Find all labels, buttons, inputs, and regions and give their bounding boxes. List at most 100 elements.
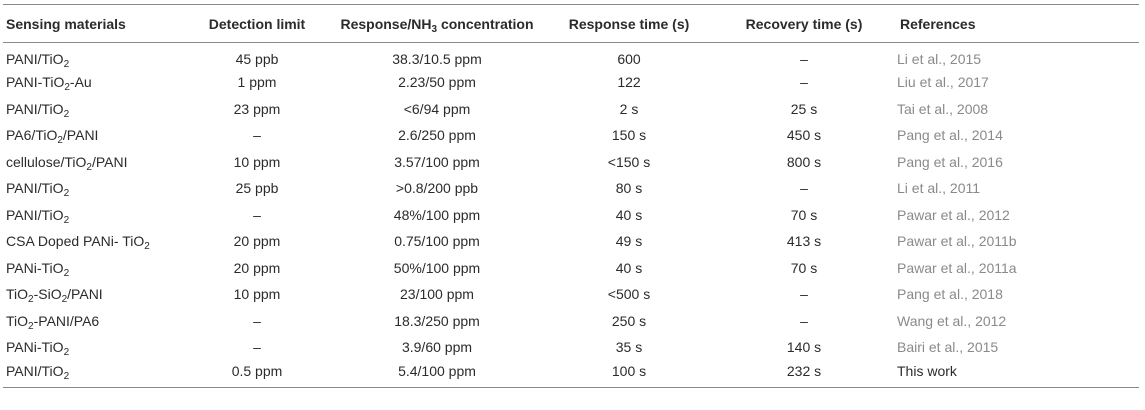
cell-sensing-material: PANI-TiO2-Au <box>6 74 92 94</box>
reference-link[interactable]: Liu et al., 2017 <box>897 74 989 91</box>
cell-sensing-material: PANI/TiO2 <box>6 100 70 120</box>
table-row: PANi-TiO2 20 ppm 50%/100 ppm 40 s 70 s Pawar … <box>3 255 1139 282</box>
cell-detection-limit: 1 ppm <box>237 74 277 91</box>
cell-response-time: 250 s <box>611 312 647 329</box>
reference-link[interactable]: Bairi et al., 2015 <box>897 339 999 356</box>
cell-sensing-material: TiO2-SiO2/PANI <box>6 286 103 306</box>
comparison-table: Sensing materials Detection limit Respon… <box>3 4 1139 388</box>
header-detection-limit: Detection limit <box>187 4 327 43</box>
cell-detection-limit: 10 ppm <box>233 286 281 303</box>
header-response-time: Response time (s) <box>547 4 711 43</box>
table-row: cellulose/TiO2/PANI 10 ppm 3.57/100 ppm <15… <box>3 149 1139 176</box>
cell-response-concentration: 5.4/100 ppm <box>327 360 547 388</box>
cell-detection-limit: 23 ppm <box>233 100 281 117</box>
cell-response-concentration: 23/100 ppm <box>400 286 474 303</box>
cell-response-concentration: 2.23/50 ppm <box>398 74 476 91</box>
table-row: TiO2-PANI/PA6 – 18.3/250 ppm 250 s – Wang et … <box>3 308 1139 335</box>
subscript: 2 <box>144 241 150 253</box>
subscript: 2 <box>64 82 70 94</box>
cell-recovery-time: 232 s <box>711 360 897 388</box>
subscript: 3 <box>431 23 438 35</box>
subscript: 2 <box>63 108 70 120</box>
cell-response-time: <150 s <box>607 153 651 170</box>
header-sensing-materials: Sensing materials <box>3 4 187 43</box>
cell-response-time: 600 <box>617 51 641 67</box>
reference-link[interactable]: Li et al., 2015 <box>897 51 982 67</box>
cell-response-time: 35 s <box>615 339 643 356</box>
cell-sensing-material: cellulose/TiO2/PANI <box>6 153 128 173</box>
cell-response-concentration: 50%/100 ppm <box>393 259 481 276</box>
cell-response-time: 122 <box>617 74 641 91</box>
cell-response-concentration: 18.3/250 ppm <box>394 312 480 329</box>
cell-sensing-material: PANi-TiO2 <box>6 259 70 279</box>
cell-detection-limit: 20 ppm <box>233 259 281 276</box>
cell-detection-limit: 20 ppm <box>233 233 281 250</box>
cell-sensing-material: PANI/TiO2 <box>6 180 70 200</box>
table-row: PANI/TiO2 23 ppm <6/94 ppm 2 s 25 s Tai et al… <box>3 96 1139 123</box>
cell-sensing-material: TiO2-PANI/PA6 <box>6 312 100 332</box>
cell-detection-limit: 0.5 ppm <box>187 360 327 388</box>
table-row: PANI-TiO2-Au 1 ppm 2.23/50 ppm 122 – Liu et a… <box>3 69 1139 96</box>
cell-recovery-time: 70 s <box>790 206 818 223</box>
subscript: 2 <box>28 294 34 306</box>
cell-response-time: <500 s <box>607 286 651 303</box>
cell-response-concentration: 38.3/10.5 ppm <box>392 51 482 67</box>
cell-recovery-time: – <box>800 286 808 303</box>
cell-recovery-time: 25 s <box>790 100 818 117</box>
cell-recovery-time: – <box>800 74 808 91</box>
reference-link[interactable]: Li et al., 2011 <box>897 180 981 197</box>
cell-reference: This work <box>897 360 1139 388</box>
subscript: 2 <box>63 188 70 200</box>
subscript: 2 <box>63 214 70 226</box>
cell-response-concentration: 48%/100 ppm <box>393 206 481 223</box>
cell-response-time: 150 s <box>611 127 647 144</box>
table-row: PANI/TiO2 45 ppb 38.3/10.5 ppm 600 – Li et al… <box>3 43 1139 70</box>
header-references: References <box>897 4 1139 43</box>
header-row: Sensing materials Detection limit Respon… <box>3 4 1139 43</box>
table-row: CSA Doped PANi- TiO2 20 ppm 0.75/100 ppm 49… <box>3 228 1139 255</box>
reference-link[interactable]: Wang et al., 2012 <box>897 312 1007 329</box>
cell-response-concentration: >0.8/200 ppb <box>395 180 479 197</box>
header-response-concentration: Response/NH3 concentration <box>327 4 547 43</box>
cell-sensing-material: PANI/TiO2 <box>6 206 70 226</box>
table-row: PANI/TiO2 – 48%/100 ppm 40 s 70 s Pawar et al… <box>3 202 1139 229</box>
cell-response-time: 40 s <box>615 259 643 276</box>
subscript: 2 <box>63 59 70 70</box>
table-row: PANi-TiO2 – 3.9/60 ppm 35 s 140 s Bairi et al… <box>3 334 1139 361</box>
subscript: 2 <box>28 320 34 332</box>
table-row: PA6/TiO2/PANI – 2.6/250 ppm 150 s 450 s Pang … <box>3 122 1139 149</box>
cell-response-concentration: 0.75/100 ppm <box>394 233 480 250</box>
reference-link[interactable]: Pawar et al., 2011a <box>897 259 1017 276</box>
subscript: 2 <box>61 294 68 306</box>
reference-link[interactable]: Pang et al., 2016 <box>897 153 1003 170</box>
cell-sensing-material: CSA Doped PANi- TiO2 <box>6 233 150 253</box>
cell-recovery-time: 413 s <box>786 233 822 250</box>
cell-sensing-material: PA6/TiO2/PANI <box>6 127 99 147</box>
reference-link[interactable]: Pawar et al., 2011b <box>897 233 1017 250</box>
cell-response-time: 100 s <box>547 360 711 388</box>
cell-sensing-material: PANi-TiO2 <box>6 339 70 359</box>
reference-link[interactable]: Pang et al., 2018 <box>897 286 1003 303</box>
table-row: TiO2-SiO2/PANI 10 ppm 23/100 ppm <500 s – Pan… <box>3 281 1139 308</box>
cell-response-concentration: 3.57/100 ppm <box>394 153 480 170</box>
cell-detection-limit: 25 ppb <box>235 180 279 197</box>
subscript: 2 <box>63 347 70 359</box>
cell-recovery-time: – <box>800 312 808 329</box>
cell-recovery-time: – <box>800 180 808 197</box>
reference-link[interactable]: Pang et al., 2014 <box>897 127 1003 144</box>
subscript: 2 <box>63 370 70 382</box>
cell-response-time: 40 s <box>615 206 643 223</box>
cell-recovery-time: 140 s <box>786 339 822 356</box>
reference-link[interactable]: Tai et al., 2008 <box>897 100 989 117</box>
cell-recovery-time: 70 s <box>790 259 818 276</box>
subscript: 2 <box>57 135 63 147</box>
cell-detection-limit: 45 ppb <box>235 51 279 67</box>
cell-recovery-time: 800 s <box>786 153 822 170</box>
cell-detection-limit: – <box>253 206 261 223</box>
cell-response-concentration: <6/94 ppm <box>403 100 471 117</box>
cell-sensing-material: PANI/TiO2 <box>6 51 70 70</box>
subscript: 2 <box>63 267 70 279</box>
cell-recovery-time: – <box>800 51 808 67</box>
reference-link[interactable]: Pawar et al., 2012 <box>897 206 1010 223</box>
